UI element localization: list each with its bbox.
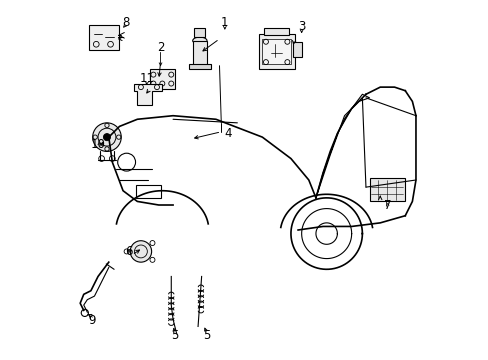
Text: 5: 5 (203, 329, 210, 342)
Ellipse shape (192, 37, 206, 44)
FancyBboxPatch shape (264, 28, 288, 35)
FancyBboxPatch shape (192, 41, 206, 66)
Circle shape (130, 241, 151, 262)
Polygon shape (134, 84, 162, 105)
FancyBboxPatch shape (369, 178, 405, 202)
Text: 3: 3 (297, 20, 305, 33)
Text: 9: 9 (88, 314, 95, 327)
Text: 8: 8 (122, 16, 129, 29)
Text: 4: 4 (224, 127, 232, 140)
Circle shape (93, 123, 121, 152)
FancyBboxPatch shape (89, 24, 119, 50)
FancyBboxPatch shape (292, 42, 301, 57)
FancyBboxPatch shape (262, 39, 290, 64)
Text: 1: 1 (221, 16, 228, 29)
FancyBboxPatch shape (194, 28, 205, 37)
Text: 2: 2 (157, 41, 164, 54)
FancyBboxPatch shape (258, 33, 294, 69)
Text: 7: 7 (383, 198, 390, 212)
Text: 6: 6 (124, 245, 132, 258)
Text: 5: 5 (171, 329, 178, 342)
Circle shape (103, 134, 110, 141)
Text: 10: 10 (90, 138, 105, 151)
Text: 11: 11 (140, 72, 155, 85)
FancyBboxPatch shape (189, 64, 210, 69)
FancyBboxPatch shape (149, 69, 175, 89)
